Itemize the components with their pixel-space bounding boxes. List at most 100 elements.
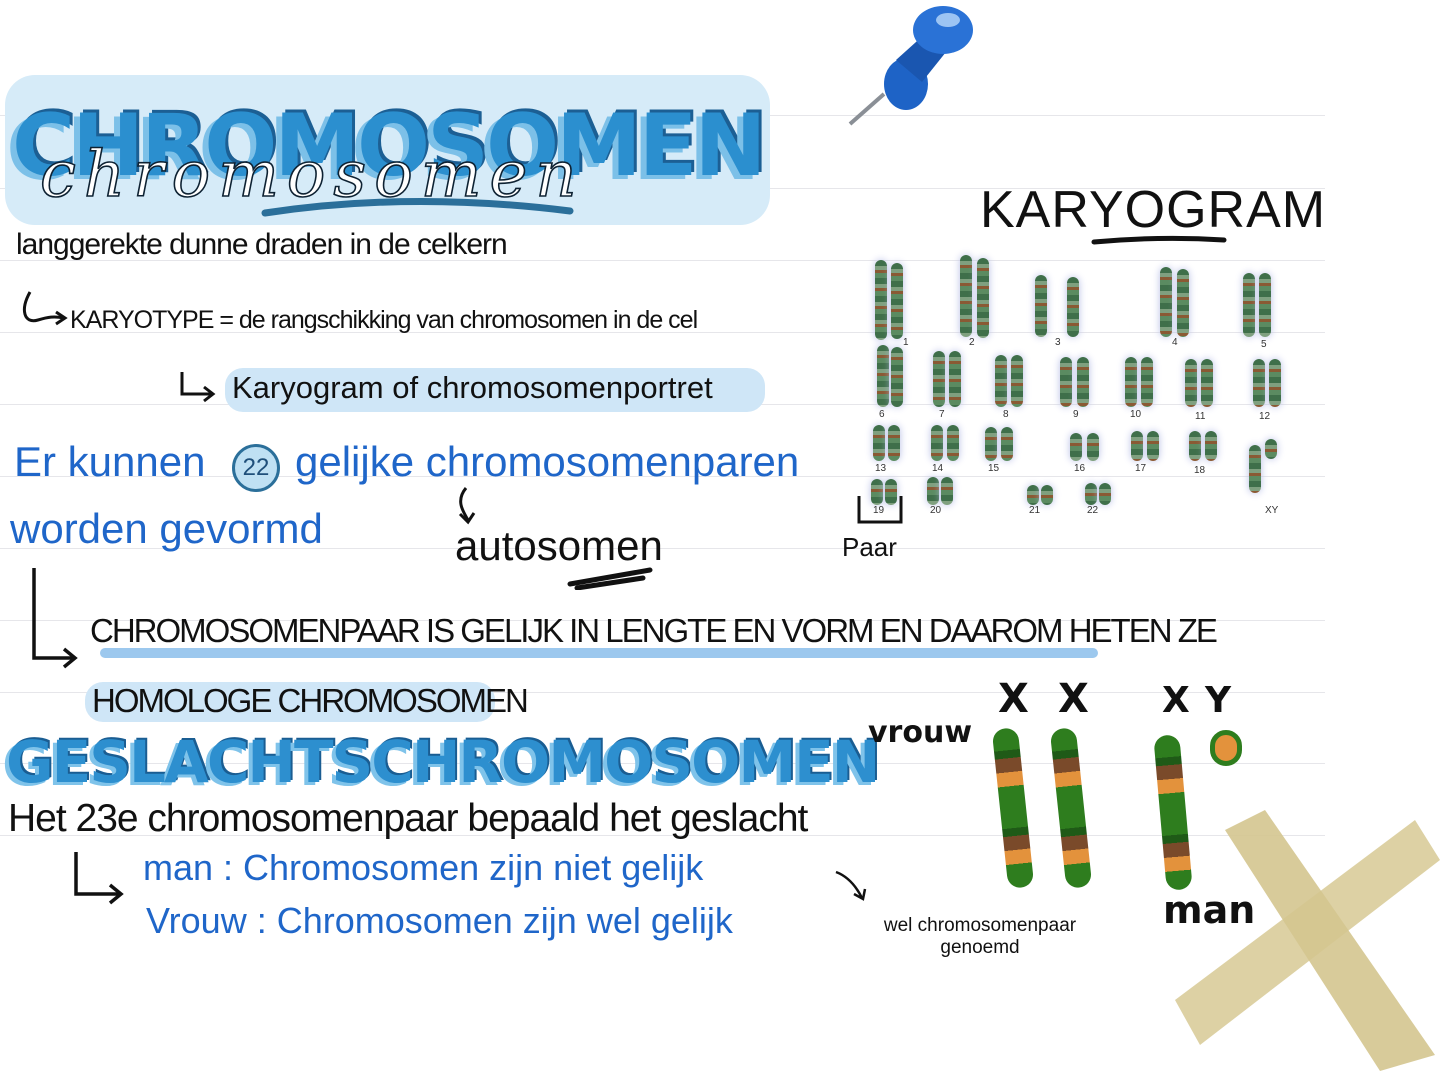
chromosome-number: 19 [873, 505, 885, 516]
karyogram-image: 1 2 3 4 5 6 7 8 9 10 11 12 13 14 15 16 1… [845, 255, 1290, 520]
pairs-text-1: Er kunnen [14, 438, 206, 485]
chromosome-icon [1253, 359, 1265, 407]
chromosome-icon [1011, 355, 1023, 407]
x-label: X [1162, 680, 1190, 721]
chromosome-number: 5 [1261, 339, 1267, 350]
chromosome-icon [1001, 427, 1013, 461]
karyotype-line: KARYOTYPE = de rangschikking van chromos… [70, 306, 698, 334]
chromosome-icon [977, 258, 989, 338]
autosomen-label: autosomen [455, 522, 663, 569]
arrow-icon [74, 852, 124, 905]
chromosome-icon [1085, 483, 1097, 505]
x-chromosome-icon [991, 727, 1035, 889]
chromosome-icon [1259, 273, 1271, 337]
chromosome-icon [933, 351, 945, 407]
chromosome-number: 17 [1135, 463, 1147, 474]
chromosome-number: 20 [930, 505, 942, 516]
chromosome-icon [1265, 439, 1277, 459]
chromosome-icon [1070, 433, 1082, 461]
y-label: Y [1205, 680, 1232, 721]
karyogram-line-highlight [225, 368, 765, 412]
man-line: man : Chromosomen zijn niet gelijk [143, 847, 704, 888]
chromosome-icon [1185, 359, 1197, 407]
push-pin-icon [848, 6, 973, 126]
pairs-number-circle: 22 [232, 444, 280, 492]
title-underline [261, 198, 574, 217]
arrow-icon [22, 291, 68, 326]
chromosome-number: 16 [1074, 463, 1086, 474]
chromosome-icon [885, 479, 897, 505]
y-chromosome-icon [1210, 730, 1242, 766]
chromosome-icon [1189, 431, 1201, 461]
chromosome-icon [1243, 273, 1255, 337]
chromosome-number: 18 [1194, 465, 1206, 476]
chromosome-icon [1087, 433, 1099, 461]
chromosome-number: 10 [1130, 409, 1142, 420]
tape-decoration [1175, 810, 1440, 1071]
chromosome-icon [891, 263, 903, 339]
chromosome-number: 22 [1087, 505, 1099, 516]
chromosome-number: 7 [939, 409, 945, 420]
chromosome-icon [871, 479, 883, 505]
definition-text: langgerekte dunne draden in de celkern [16, 228, 508, 261]
karyogram-line: Karyogram of chromosomenportret [232, 370, 713, 405]
pairs-text-3: worden gevormd [10, 505, 323, 552]
homologous-underline [100, 648, 1098, 658]
karyogram-underline [1091, 235, 1227, 245]
chromosome-icon [985, 427, 997, 461]
chromosome-number: 14 [932, 463, 944, 474]
chromosome-number: 12 [1259, 411, 1271, 422]
sex-line: Het 23e chromosomenpaar bepaald het gesl… [8, 797, 808, 840]
chromosome-number: 8 [1003, 409, 1009, 420]
chromosome-icon [1147, 431, 1159, 461]
chromosome-number: 15 [988, 463, 1000, 474]
chromosome-icon [1035, 275, 1047, 337]
chromosome-icon [1060, 357, 1072, 407]
chromosome-icon [941, 477, 953, 505]
chromosome-icon [873, 425, 885, 461]
chromosome-number: 6 [879, 409, 885, 420]
chromosome-icon [877, 345, 889, 407]
man-label: man [1163, 888, 1256, 932]
homologous-line-2: HOMOLOGE CHROMOSOMEN [92, 682, 529, 719]
chromosome-icon [1160, 267, 1172, 337]
chromosome-number: 3 [1055, 337, 1061, 348]
sex-heading: GESLACHTSCHROMOSOMEN [6, 728, 880, 796]
chromosome-icon [1099, 483, 1111, 505]
chromosome-icon [1125, 357, 1137, 407]
arrow-icon [32, 568, 78, 669]
chromosome-icon [1077, 357, 1089, 407]
vrouw-line: Vrouw : Chromosomen zijn wel gelijk [146, 900, 733, 941]
chromosome-icon [1205, 431, 1217, 461]
chromosome-number: 11 [1195, 411, 1206, 422]
x-chromosome-icon [1049, 727, 1093, 889]
chromosome-icon [1067, 277, 1079, 337]
wel-note: wel chromosomenpaar genoemd [883, 915, 1077, 958]
autosomen-underline [567, 567, 653, 590]
vrouw-label: vrouw [868, 715, 973, 750]
chromosome-number: 4 [1172, 337, 1178, 348]
page-title: CHROMOSOMEN [12, 96, 766, 196]
chromosome-icon [1249, 445, 1261, 493]
homologous-line-1: CHROMOSOMENPAAR IS GELIJK IN LENGTE EN V… [90, 612, 1218, 649]
chromosome-icon [960, 255, 972, 337]
chromosome-number: 2 [969, 337, 975, 348]
chromosome-icon [1177, 269, 1189, 337]
chromosome-icon [1269, 359, 1281, 407]
pair-bracket [857, 496, 903, 524]
chromosome-icon [891, 347, 903, 407]
chromosome-icon [888, 425, 900, 461]
x-label: X [1058, 676, 1089, 722]
karyogram-title: KARYOGRAM [980, 181, 1327, 239]
arrow-down-icon [458, 487, 476, 525]
chromosome-icon [1201, 359, 1213, 407]
chromosome-icon [947, 425, 959, 461]
chromosome-icon [931, 425, 943, 461]
chromosome-number: 13 [875, 463, 887, 474]
x-label: X [998, 676, 1029, 722]
pairs-text-2: gelijke chromosomenparen [295, 438, 800, 485]
chromosome-number: XY [1265, 505, 1279, 516]
chromosome-icon [1141, 357, 1153, 407]
chromosome-icon [875, 260, 887, 340]
homologous-highlight [85, 682, 495, 722]
